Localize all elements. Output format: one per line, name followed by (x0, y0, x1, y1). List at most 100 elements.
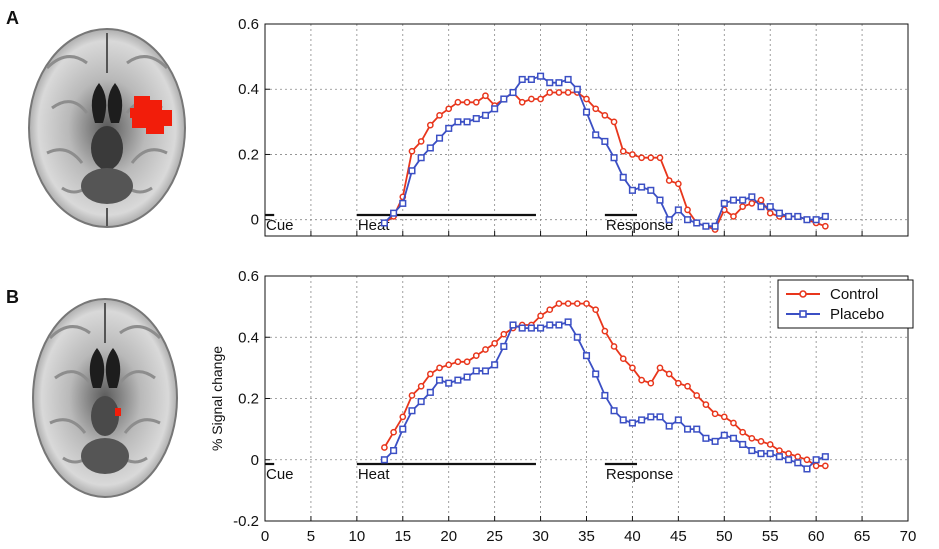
chart-b-series-placebo-point-39 (739, 440, 747, 448)
chart-b-series-control-point-23 (592, 306, 600, 314)
chart-a-series-placebo-point-10 (472, 115, 480, 123)
chart-b-xtick-label-4: 20 (440, 528, 457, 545)
chart-a-series-placebo-point-22 (582, 108, 591, 116)
chart-a-series-control-point-32 (675, 180, 682, 188)
chart-b-series-placebo-point-5 (426, 388, 434, 396)
chart-b-series-control-point-36 (711, 410, 719, 418)
chart-a-series-placebo-point-27 (628, 186, 636, 194)
chart-b-series-control-point-19 (555, 300, 563, 307)
chart-b-series-control-point-30 (656, 364, 664, 372)
chart-b-series-placebo-point-29 (647, 413, 655, 421)
chart-b-series-control-point-32 (675, 379, 682, 387)
chart-b-series-placebo-point-9 (463, 373, 471, 381)
chart-a-series-placebo-point-15 (518, 75, 526, 83)
chart-a-series-control-point-5 (426, 121, 434, 129)
chart-a-series-control-point-24 (601, 111, 609, 119)
chart-b-series-placebo-point-8 (454, 376, 462, 384)
chart-a-series-control-point-41 (757, 196, 765, 204)
chart-b-series-placebo-point-36 (711, 437, 719, 445)
chart-a-ytick-label-1: 0.4 (238, 81, 259, 98)
chart-b-series-placebo-point-45 (794, 459, 802, 467)
chart-b-series-control-point-2 (399, 413, 407, 421)
chart-a-series-placebo-point-21 (573, 85, 581, 93)
chart-a-series-control-point-4 (417, 138, 425, 145)
chart-b-series-control-point-31 (665, 370, 673, 378)
chart-b-series-control-point-33 (684, 382, 691, 390)
chart-b-series-control-point-42 (766, 441, 774, 448)
chart-b-series-control-point-48 (821, 462, 829, 470)
chart-a-series-placebo-point-34 (693, 219, 701, 227)
chart-a-axes-frame (264, 23, 909, 237)
chart-a-event-label-2: Response (606, 217, 674, 234)
chart-b-series-placebo-point-25 (610, 407, 618, 415)
chart-a-series-placebo-point-28 (638, 183, 646, 191)
chart-a-series-placebo-point-30 (656, 196, 664, 204)
chart-a-series-placebo-point-33 (683, 216, 692, 224)
chart-a-series-placebo-point-12 (491, 105, 499, 113)
panel-letter-a: A (6, 8, 19, 28)
chart-a-series-placebo-point-38 (729, 196, 738, 204)
chart-a-series-control-point-22 (583, 95, 590, 103)
chart-b-series-placebo-point-12 (491, 361, 499, 369)
chart-b-series-placebo-point-27 (628, 419, 636, 427)
chart-b-series-control-point-35 (702, 401, 710, 408)
chart-b-xtick-label-10: 50 (716, 528, 733, 545)
chart-b-series-placebo-point-20 (564, 318, 572, 326)
chart-a-series-placebo-point-16 (527, 75, 535, 83)
chart-b-series-placebo-point-35 (702, 434, 710, 442)
chart-b-series-control-point-28 (638, 376, 645, 384)
legend-marker-placebo (799, 310, 807, 318)
chart-a-series-control-point-33 (684, 206, 691, 214)
chart-a-series-control-point-18 (546, 89, 554, 96)
chart-b-series-control-point-26 (619, 355, 627, 363)
chart-a-series-placebo-point-36 (711, 222, 719, 230)
chart-b-series-placebo-point-16 (527, 324, 535, 332)
chart-a-series-control-point-40 (748, 200, 756, 207)
chart-b-series-control-point-37 (720, 413, 728, 421)
chart-a-series-control-point-3 (408, 147, 416, 155)
chart-b-axes-frame (264, 275, 909, 522)
chart-a-series-placebo-point-5 (426, 144, 434, 152)
chart-b-series-control-point-3 (408, 392, 416, 399)
chart-b-ytick-label-3: 0 (251, 452, 259, 469)
chart-a-series-placebo-point-46 (803, 216, 811, 224)
chart-a-series-control-point-42 (766, 209, 774, 217)
chart-b-series-control-point-38 (730, 419, 737, 427)
chart-b-series-control-point-11 (482, 346, 489, 353)
chart-b-series-placebo-point-0 (380, 456, 388, 464)
chart-a-series-control-point-7 (445, 105, 453, 113)
legend: Control Placebo (777, 279, 914, 329)
chart-a-series-control-point-31 (665, 177, 673, 184)
chart-b-xtick-label-7: 35 (578, 528, 595, 545)
chart-b-ytick-label-4: -0.2 (233, 513, 259, 530)
chart-a-series-placebo-point-14 (509, 88, 517, 97)
chart-b-series-control-point-0 (381, 444, 388, 451)
roi-marker-b (115, 408, 121, 416)
chart-b-xtick-label-8: 40 (624, 528, 641, 545)
chart-a-series-control-point-26 (619, 147, 627, 155)
chart-b-xtick-label-6: 30 (532, 528, 549, 545)
chart-a-series-placebo-point-1 (390, 209, 398, 217)
chart-a-series-placebo-point-39 (739, 196, 747, 204)
legend-marker-control (799, 290, 807, 298)
chart-b-series-placebo-point-37 (720, 431, 728, 439)
chart-b-series-placebo-point-30 (656, 413, 664, 421)
chart-b-series-control-point-7 (445, 361, 453, 369)
chart-b-series-placebo-point-44 (785, 456, 793, 464)
chart-a-series-placebo-point-7 (445, 124, 453, 132)
chart-b-xtick-label-5: 25 (486, 528, 503, 545)
chart-a-series-control-point-10 (472, 98, 480, 106)
chart-a-series-control-point-29 (647, 154, 655, 162)
chart-a-series-placebo-point-13 (500, 95, 508, 103)
chart-a-series-control-point-39 (739, 203, 747, 210)
chart-a-series-control-point-15 (518, 98, 526, 106)
chart-a-ytick-label-3: 0 (251, 212, 259, 229)
chart-a-series-placebo-point-40 (748, 193, 756, 201)
chart-b-series-control-point-34 (693, 392, 701, 399)
chart-b-series-placebo-point-47 (812, 456, 820, 464)
chart-b-series-control-point-21 (573, 300, 581, 307)
chart-a-series-placebo-point-9 (463, 118, 471, 126)
chart-b-ylabel: % Signal change (209, 346, 225, 451)
chart-a-series-placebo-point-31 (665, 216, 673, 224)
chart-b-series-control-point-13 (500, 330, 508, 338)
